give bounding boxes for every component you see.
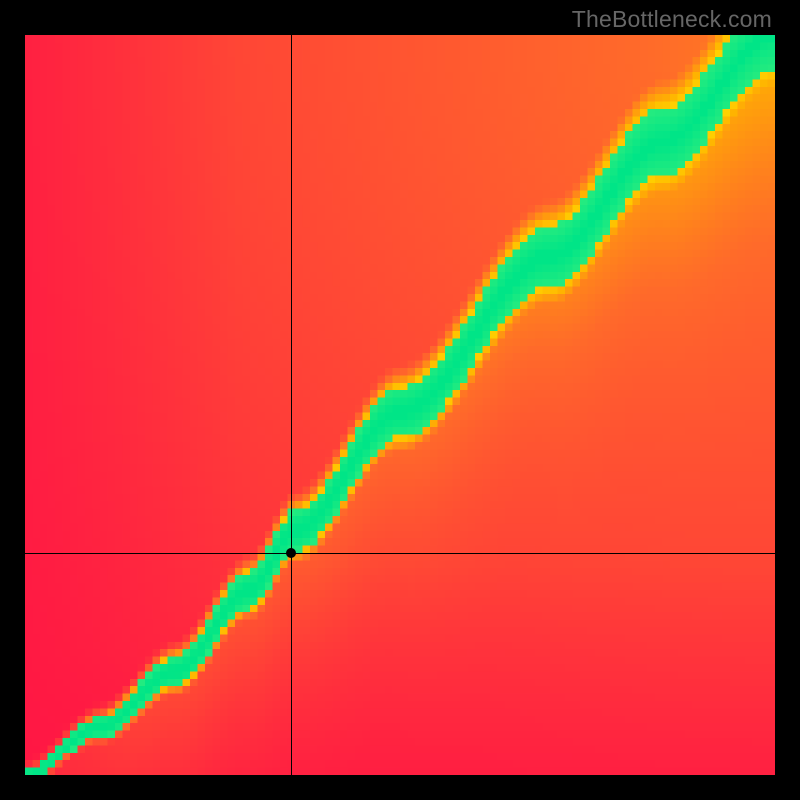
watermark-text: TheBottleneck.com	[572, 6, 772, 33]
figure-root: TheBottleneck.com	[0, 0, 800, 800]
plot-area	[25, 35, 775, 775]
heatmap-canvas	[25, 35, 775, 775]
